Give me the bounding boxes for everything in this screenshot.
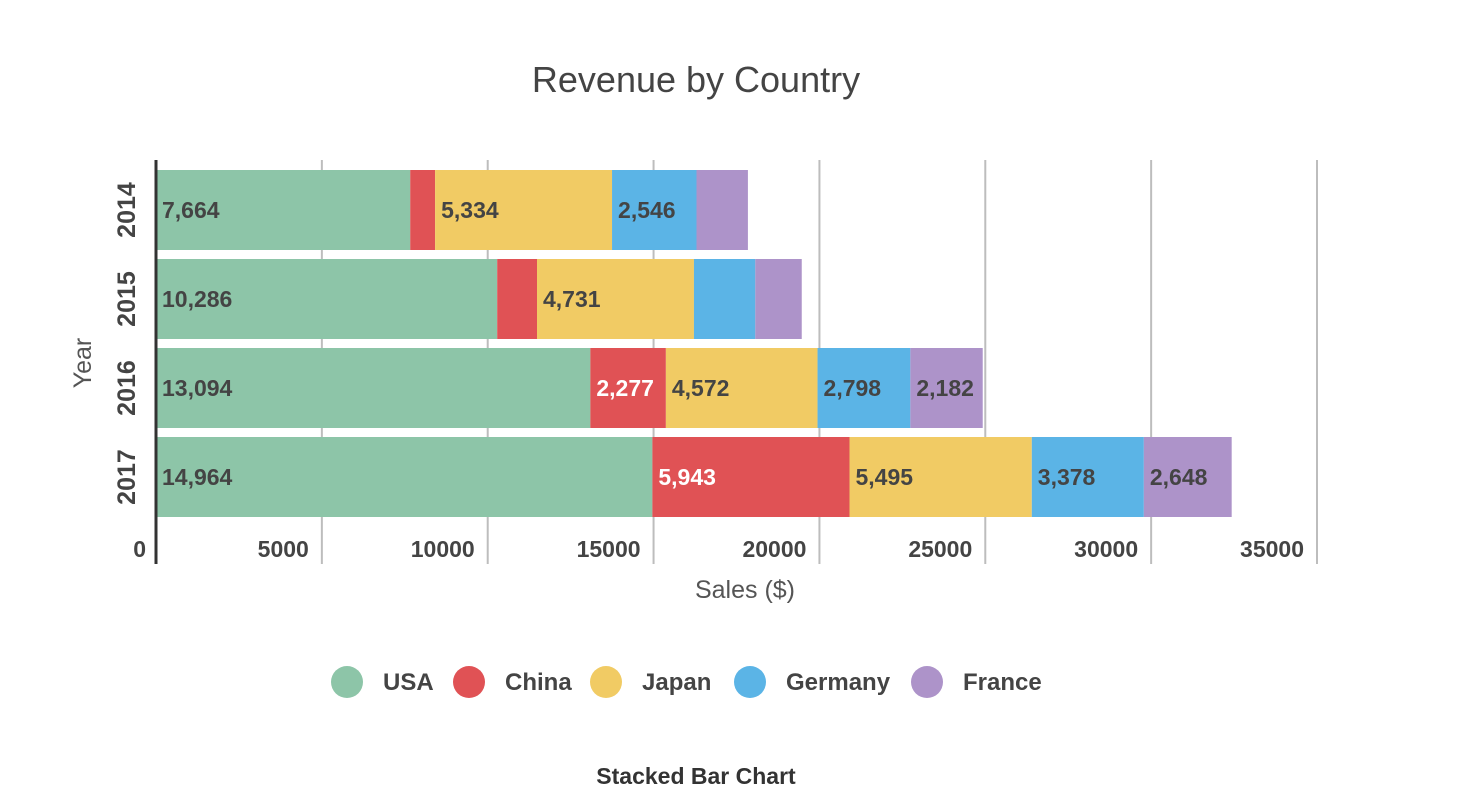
legend-swatch-japan bbox=[590, 666, 622, 698]
bar-china-2015 bbox=[497, 259, 538, 339]
y-tick-labels: 2014 2015 2016 2017 bbox=[113, 182, 141, 505]
x-tick-labels: 0 5000 10000 15000 20000 25000 30000 35000 bbox=[133, 536, 1304, 562]
data-label-china-2017: 5,943 bbox=[658, 464, 716, 490]
bar-france-2015 bbox=[755, 259, 802, 339]
data-label-germany-2014: 2,546 bbox=[618, 197, 676, 223]
data-label-usa-2014: 7,664 bbox=[162, 197, 220, 223]
y-tick-label-2017: 2017 bbox=[113, 449, 141, 505]
bar-germany-2014 bbox=[612, 170, 697, 250]
data-label-japan-2016: 4,572 bbox=[672, 375, 730, 401]
x-axis-title: Sales ($) bbox=[695, 576, 795, 604]
x-tick-label: 30000 bbox=[1074, 536, 1138, 562]
x-tick-label: 25000 bbox=[908, 536, 972, 562]
bar-japan-2015 bbox=[537, 259, 694, 339]
y-tick-label-2014: 2014 bbox=[113, 182, 141, 238]
x-tick-label: 5000 bbox=[258, 536, 309, 562]
data-label-germany-2017: 3,378 bbox=[1038, 464, 1096, 490]
x-tick-label: 15000 bbox=[577, 536, 641, 562]
legend-swatch-china bbox=[453, 666, 485, 698]
y-tick-label-2015: 2015 bbox=[113, 271, 141, 327]
bar-japan-2016 bbox=[665, 348, 818, 428]
bar-germany-2016 bbox=[817, 348, 911, 428]
x-tick-label: 0 bbox=[133, 536, 146, 562]
bar-france-2016 bbox=[910, 348, 983, 428]
bar-germany-2015 bbox=[693, 259, 756, 339]
data-label-japan-2014: 5,334 bbox=[441, 197, 499, 223]
legend-label-japan: Japan bbox=[642, 669, 711, 696]
x-tick-label: 20000 bbox=[742, 536, 806, 562]
legend-label-germany: Germany bbox=[786, 669, 891, 696]
chart-caption: Stacked Bar Chart bbox=[596, 763, 796, 789]
data-label-usa-2015: 10,286 bbox=[162, 286, 232, 312]
bar-usa-2017 bbox=[156, 437, 653, 517]
legend-label-france: France bbox=[963, 669, 1042, 696]
y-axis-title: Year bbox=[69, 338, 97, 389]
bar-germany-2017 bbox=[1031, 437, 1144, 517]
data-label-france-2017: 2,648 bbox=[1150, 464, 1208, 490]
data-label-japan-2015: 4,731 bbox=[543, 286, 601, 312]
legend-swatch-germany bbox=[734, 666, 766, 698]
chart-title: Revenue by Country bbox=[532, 59, 860, 100]
bar-france-2014 bbox=[696, 170, 748, 250]
x-tick-label: 10000 bbox=[411, 536, 475, 562]
bar-japan-2017 bbox=[849, 437, 1032, 517]
bar-usa-2015 bbox=[156, 259, 498, 339]
bar-usa-2014 bbox=[156, 170, 411, 250]
legend-label-china: China bbox=[505, 669, 572, 696]
bar-japan-2014 bbox=[435, 170, 613, 250]
data-label-china-2016: 2,277 bbox=[596, 375, 654, 401]
legend: USA China Japan Germany France bbox=[331, 666, 1042, 698]
y-tick-label-2016: 2016 bbox=[113, 360, 141, 416]
bars bbox=[156, 170, 1232, 517]
bar-china-2017 bbox=[652, 437, 850, 517]
data-label-usa-2017: 14,964 bbox=[162, 464, 233, 490]
bar-china-2016 bbox=[590, 348, 666, 428]
legend-label-usa: USA bbox=[383, 669, 434, 696]
bar-usa-2016 bbox=[156, 348, 591, 428]
legend-swatch-france bbox=[911, 666, 943, 698]
data-label-france-2016: 2,182 bbox=[916, 375, 974, 401]
bar-france-2017 bbox=[1143, 437, 1232, 517]
bar-china-2014 bbox=[410, 170, 436, 250]
data-label-germany-2016: 2,798 bbox=[824, 375, 882, 401]
data-labels: 7,664 5,334 2,546 10,286 4,731 13,094 2,277 4,5… bbox=[162, 197, 1208, 490]
data-label-japan-2017: 5,495 bbox=[856, 464, 914, 490]
legend-swatch-usa bbox=[331, 666, 363, 698]
x-tick-label: 35000 bbox=[1240, 536, 1304, 562]
data-label-usa-2016: 13,094 bbox=[162, 375, 233, 401]
